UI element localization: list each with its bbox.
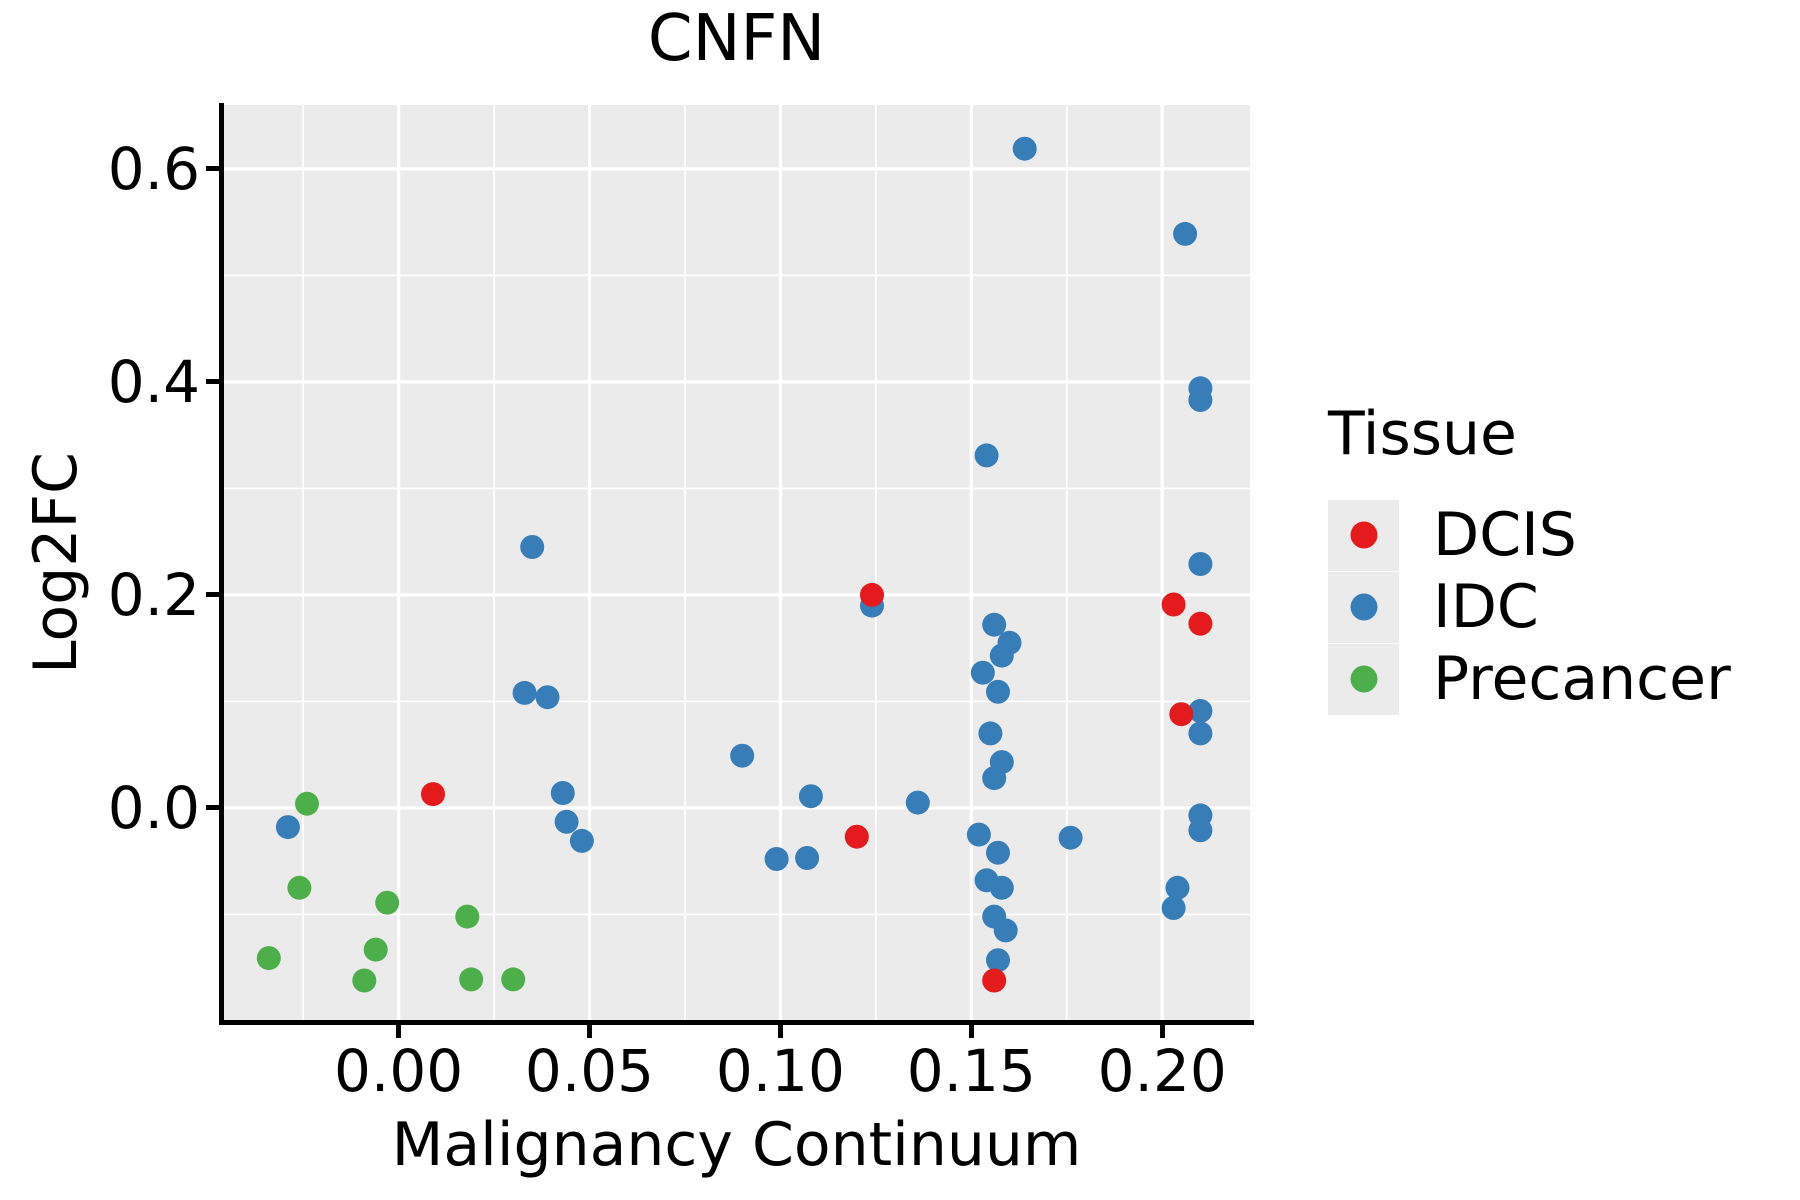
data-point-idc [569,828,594,853]
data-point-idc [1161,896,1186,920]
data-point-dcis [1161,592,1186,617]
data-point-idc [1188,818,1213,843]
data-point-precancer [501,967,526,992]
data-point-idc [989,643,1014,668]
legend-entry-idc: IDC [1328,571,1731,643]
legend-key-box [1328,643,1399,715]
data-point-precancer [459,967,484,992]
x-tick-label: 0.20 [1097,1037,1227,1105]
data-point-dcis [1188,611,1213,636]
data-point-idc [512,680,537,705]
legend-key-box [1328,571,1399,643]
data-point-precancer [455,904,480,929]
legend-entry-precancer: Precancer [1328,643,1731,715]
data-point-idc [275,815,300,840]
data-point-idc [798,784,823,809]
data-point-precancer [352,968,377,993]
legend-key-box [1328,499,1399,571]
x-axis-line [219,1020,1254,1025]
data-point-idc [1012,136,1037,161]
y-tick-mark [206,592,219,598]
data-point-idc [730,743,755,768]
y-tick-mark [206,379,219,385]
dcis-dot-icon [1350,521,1377,549]
data-point-idc [1188,552,1213,576]
data-point-precancer [256,946,281,971]
data-point-idc [764,847,789,871]
data-point-idc [982,612,1007,637]
legend: Tissue DCIS IDC Precancer [1328,400,1731,715]
x-axis-title: Malignancy Continuum [391,1110,1082,1180]
legend-title: Tissue [1328,399,1517,469]
data-point-idc [905,790,930,815]
data-point-precancer [375,890,400,915]
legend-label-idc: IDC [1433,572,1539,642]
legend-label-precancer: Precancer [1433,644,1731,714]
data-point-idc [982,766,1007,791]
data-point-dcis [982,968,1007,993]
data-point-dcis [1169,702,1194,727]
data-point-idc [1188,721,1213,746]
data-point-precancer [363,937,388,962]
data-point-precancer [295,791,319,816]
data-point-idc [986,948,1010,973]
x-tick-mark [396,1025,402,1038]
x-tick-label: 0.15 [906,1037,1036,1105]
y-tick-label: 0.0 [107,773,200,842]
data-point-idc [520,535,545,559]
data-point-idc [986,840,1010,865]
data-point-idc [993,918,1018,943]
x-tick-mark [968,1025,974,1038]
y-axis-line [219,103,224,1025]
x-tick-label: 0.10 [715,1037,845,1105]
data-point-idc [1173,221,1198,246]
data-point-idc [970,660,995,685]
legend-entry-dcis: DCIS [1328,499,1731,571]
data-point-idc [966,822,991,847]
plot-panel [223,105,1250,1022]
x-tick-mark [777,1025,783,1038]
data-point-idc [974,443,999,468]
data-point-idc [554,809,579,834]
x-tick-label: 0.05 [524,1037,655,1105]
data-point-dcis [860,582,884,607]
x-tick-label: 0.00 [334,1037,464,1105]
data-point-idc [978,721,1003,746]
data-point-idc [795,846,820,870]
y-tick-mark [206,805,219,811]
legend-label-dcis: DCIS [1433,500,1577,570]
scatter-plot-svg [223,105,1250,1022]
data-point-idc [989,875,1014,900]
idc-dot-icon [1350,593,1377,621]
y-axis-title: Log2FC [21,452,91,674]
data-point-dcis [421,782,445,807]
x-tick-mark [587,1025,592,1038]
chart-title: CNFN [647,2,826,76]
y-tick-label: 0.2 [107,560,200,629]
data-point-idc [986,679,1010,704]
x-tick-mark [1159,1025,1165,1038]
y-tick-mark [206,166,219,172]
data-point-precancer [287,875,312,900]
data-point-dcis [844,824,869,849]
data-point-idc [535,685,560,710]
data-point-idc [550,781,575,805]
data-point-idc [1188,699,1213,723]
data-point-idc [1165,875,1190,900]
y-tick-label: 0.4 [107,347,200,416]
y-tick-label: 0.6 [107,134,200,203]
precancer-dot-icon [1350,665,1377,693]
data-point-idc [1058,825,1083,850]
data-point-idc [1188,388,1213,412]
